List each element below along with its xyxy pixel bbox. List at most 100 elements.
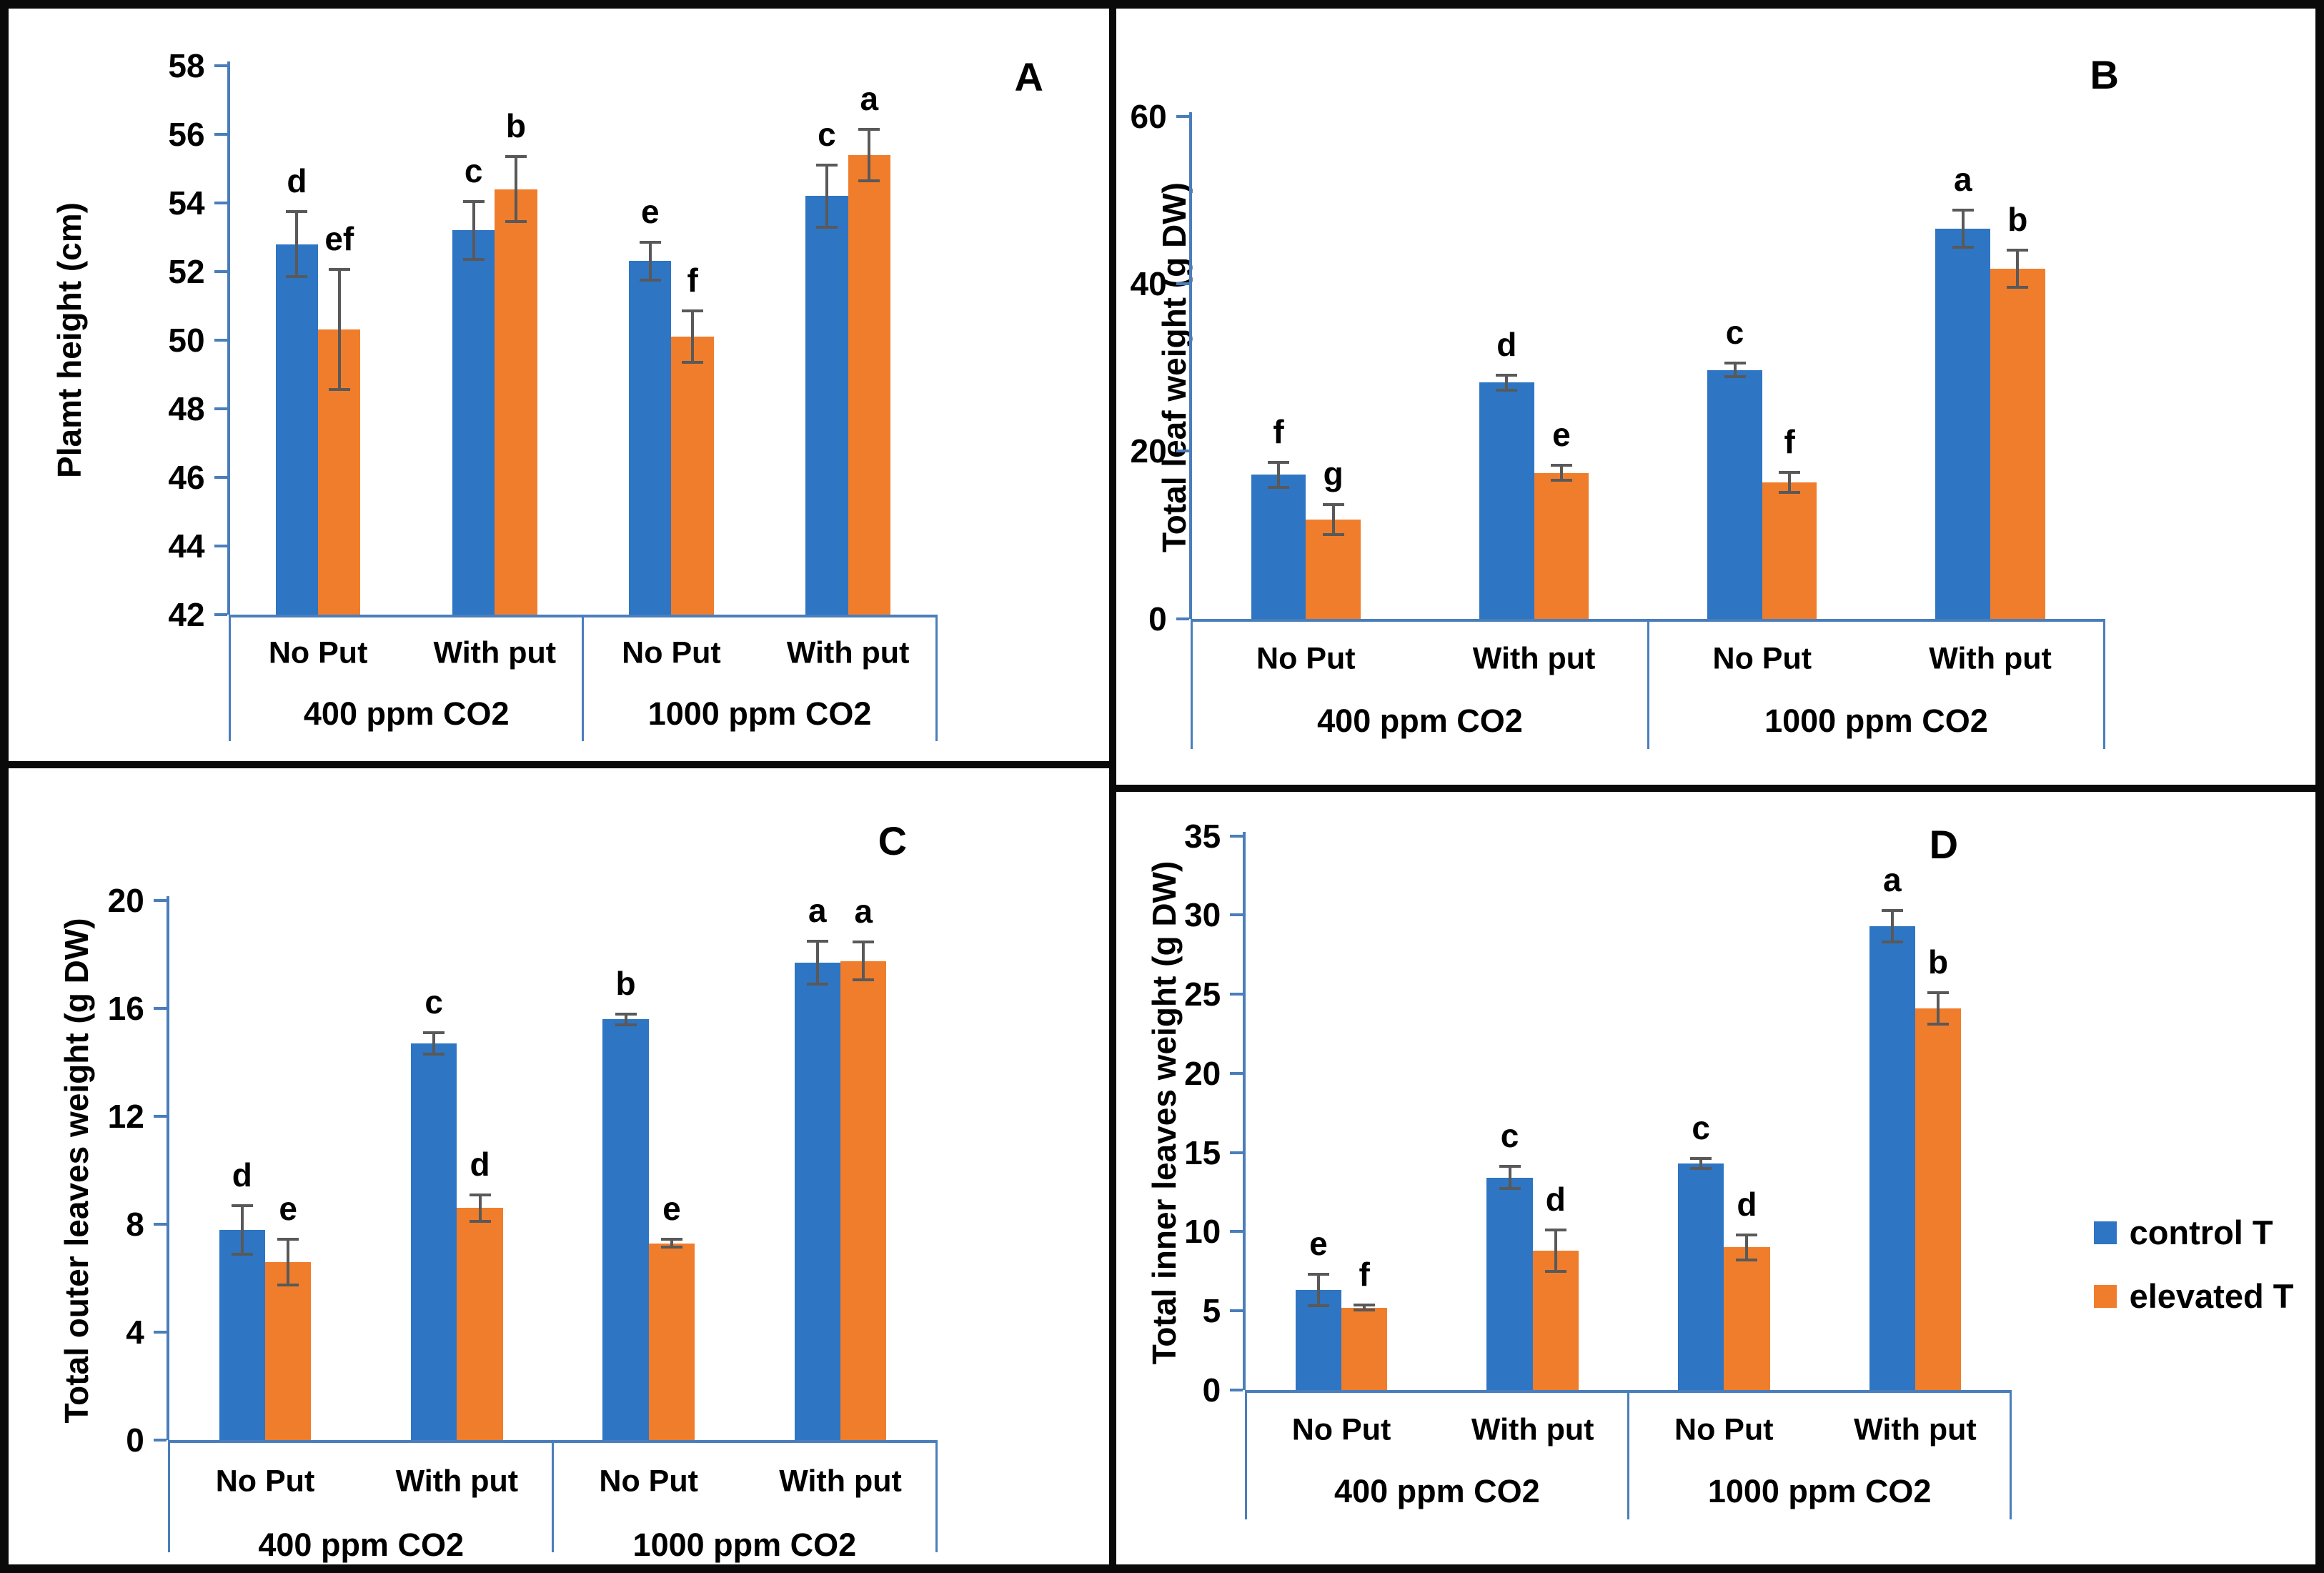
significance-letter: e	[1552, 416, 1571, 454]
error-bar-cap-bottom	[1779, 490, 1801, 494]
legend-item-control: control T	[2093, 1213, 2294, 1252]
bar-elevated-2	[1762, 482, 1817, 619]
significance-letter: b	[2007, 201, 2028, 239]
error-bar-cap-bottom	[2007, 285, 2029, 289]
error-bar-cap-top	[858, 127, 880, 131]
y-axis-tick-label: 48	[168, 389, 205, 427]
error-bar-cap-top	[328, 268, 350, 272]
significance-letter: f	[1273, 412, 1284, 450]
significance-letter: e	[641, 193, 660, 231]
error-bar-cap-top	[1268, 460, 1290, 464]
bar-control-3	[1869, 926, 1915, 1390]
bar-control-3	[805, 196, 848, 615]
bar-control-2	[1707, 369, 1762, 619]
significance-letter: c	[818, 116, 836, 154]
legend-label: elevated T	[2129, 1277, 2294, 1316]
y-axis-tick-label: 44	[168, 527, 205, 565]
significance-letter: b	[615, 964, 636, 1002]
panel-label-d: D	[1929, 822, 1959, 868]
error-bar-cap-bottom	[682, 361, 704, 364]
y-axis-title-d: Total inner leaves weight (g DW)	[1146, 860, 1183, 1365]
x-group-label: 400 ppm CO2	[1317, 702, 1523, 739]
error-bar-cap-top	[815, 164, 838, 167]
error-bar-cap-bottom	[1322, 533, 1344, 537]
y-axis-tick	[1230, 1151, 1243, 1154]
y-axis-tick-label: 8	[126, 1206, 144, 1244]
x-category-label: With put	[779, 1464, 902, 1499]
y-axis-tick-label: 52	[168, 252, 205, 290]
legend-item-elevated: elevated T	[2093, 1276, 2294, 1316]
error-bar-cap-top	[806, 939, 828, 943]
error-bar-cap-bottom	[1268, 485, 1290, 489]
significance-letter: a	[1883, 860, 1902, 898]
error-bar-cap-top	[853, 941, 875, 944]
significance-letter: d	[1545, 1181, 1566, 1219]
y-axis-tick	[153, 898, 167, 902]
error-bar-line	[240, 1205, 244, 1254]
y-axis-tick-label: 0	[126, 1421, 144, 1459]
error-bar-cap-bottom	[1499, 1187, 1521, 1191]
error-bar-cap-bottom	[1952, 245, 1974, 249]
category-separator-0	[1244, 1389, 1247, 1520]
bar-control-2	[1678, 1163, 1724, 1390]
significance-letter: f	[687, 262, 698, 299]
error-bar-cap-bottom	[231, 1252, 253, 1256]
panel-label-a: A	[1014, 54, 1043, 100]
y-axis-tick-label: 35	[1184, 817, 1221, 855]
category-separator-2	[935, 1440, 938, 1553]
x-group-label: 1000 ppm CO2	[1707, 1473, 1932, 1510]
error-bar-cap-bottom	[1550, 479, 1572, 482]
significance-letter: b	[1928, 943, 1949, 981]
y-axis-tick-label: 4	[126, 1314, 144, 1351]
bar-control-1	[452, 230, 495, 615]
error-bar-cap-top	[1496, 373, 1518, 377]
y-axis-tick	[1230, 1230, 1243, 1234]
bar-elevated-1	[495, 189, 537, 615]
x-group-label: 400 ppm CO2	[303, 695, 510, 732]
x-category-label: With put	[395, 1464, 519, 1499]
y-axis-tick	[1230, 834, 1243, 838]
category-separator-1	[1627, 1389, 1629, 1520]
bar-elevated-1	[457, 1208, 503, 1441]
error-bar-cap-top	[2007, 249, 2029, 252]
bar-control-2	[629, 261, 672, 615]
y-axis-tick-label: 16	[107, 989, 144, 1027]
panel-label-c: C	[878, 818, 908, 864]
y-axis-tick	[153, 1331, 167, 1334]
error-bar-cap-top	[615, 1012, 637, 1016]
x-category-label: With put	[1929, 641, 2052, 676]
x-category-label: With put	[1472, 641, 1596, 676]
error-bar-cap-bottom	[639, 278, 661, 282]
y-axis-title-b: Total leaf weight (g DW)	[1155, 182, 1193, 553]
y-axis-tick	[1176, 617, 1189, 620]
error-bar-cap-bottom	[1881, 940, 1903, 943]
category-separator-2	[2103, 618, 2106, 750]
category-separator-0	[1191, 618, 1193, 750]
y-axis-line	[1243, 831, 1246, 1390]
error-bar-cap-bottom	[615, 1023, 637, 1026]
error-bar-line	[1733, 363, 1737, 377]
y-axis-line	[227, 61, 230, 615]
y-axis-tick	[214, 612, 227, 616]
panel-b: Total leaf weight (g DW) 60 40 20 0 f g No Put d…	[1116, 9, 2315, 785]
error-bar-cap-bottom	[858, 179, 880, 182]
significance-letter: a	[854, 893, 873, 931]
y-axis-tick	[1176, 450, 1189, 453]
y-axis-tick	[214, 544, 227, 547]
bar-elevated-2	[1724, 1247, 1770, 1390]
panel-divider-horizontal-right	[1116, 785, 2315, 792]
error-bar-line	[472, 201, 475, 260]
legend-label: control T	[2129, 1214, 2273, 1252]
error-bar-cap-top	[660, 1237, 682, 1241]
bar-control-1	[1479, 382, 1534, 619]
panel-d: Total inner leaves weight (g DW) 35 30 25 20…	[1116, 792, 2315, 1564]
significance-letter: e	[1309, 1225, 1328, 1263]
error-bar-cap-top	[1307, 1273, 1329, 1276]
error-bar-cap-bottom	[1724, 375, 1746, 379]
bar-control-0	[275, 244, 319, 615]
significance-letter: e	[279, 1189, 297, 1227]
error-bar-cap-bottom	[1496, 388, 1518, 392]
y-axis-tick	[153, 1439, 167, 1442]
error-bar-cap-bottom	[1307, 1304, 1329, 1308]
y-axis-tick	[1230, 913, 1243, 917]
